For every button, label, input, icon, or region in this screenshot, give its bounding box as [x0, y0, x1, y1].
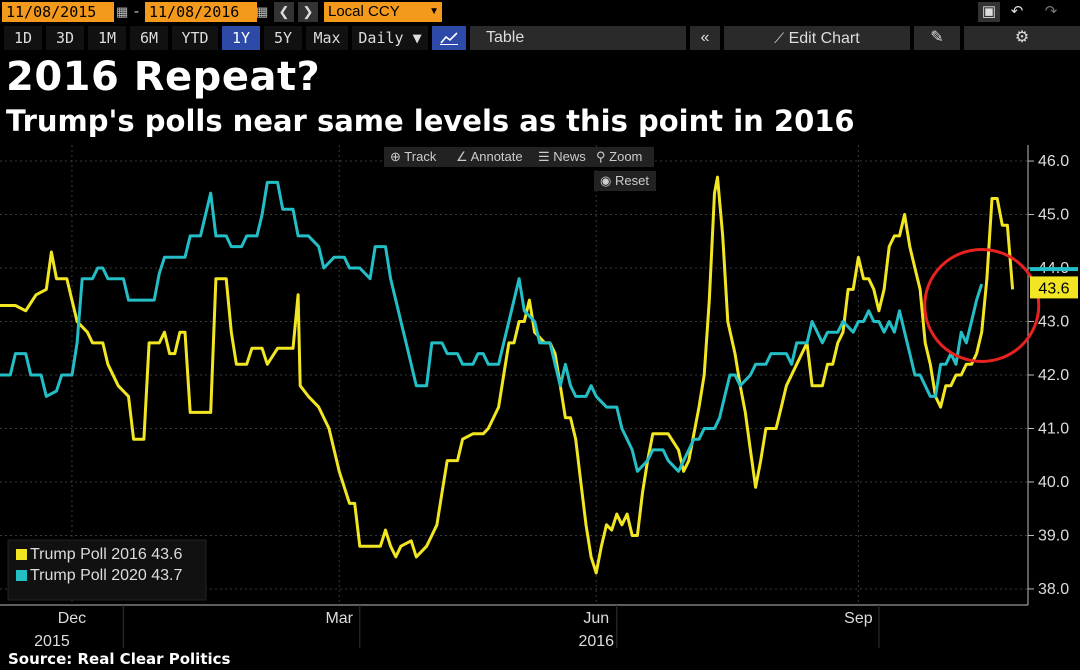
headline: 2016 Repeat? [6, 54, 321, 100]
previous-period-button[interactable]: ❮ [274, 2, 294, 22]
y-tick-label: 38.0 [1038, 581, 1069, 598]
undo-icon[interactable]: ↶ [1010, 3, 1024, 20]
next-period-button[interactable]: ❯ [298, 2, 318, 22]
table-button[interactable]: Table [470, 26, 686, 50]
y-tick-label: 45.0 [1038, 207, 1069, 224]
edit-chart-button[interactable]: ⟋ Edit Chart [724, 26, 910, 50]
annotate-icon: ∠ [456, 149, 468, 164]
zoom-tool[interactable]: ⚲ Zoom [596, 147, 642, 167]
frequency-select[interactable]: Daily ▼ [352, 26, 428, 50]
subheadline: Trump's polls near same levels as this p… [6, 104, 855, 138]
export-icon[interactable]: ▣ [978, 2, 1000, 22]
range-1d-button[interactable]: 1D [4, 26, 42, 50]
toolbar-top: 11/08/2015 ▦ - 11/08/2016 ▦ ❮ ❯ Local CC… [0, 0, 1080, 26]
collapse-chevron-icon[interactable]: « [690, 26, 720, 50]
x-tick-label: Mar [325, 610, 353, 627]
y-tick-label: 40.0 [1038, 474, 1069, 491]
range-5y-button[interactable]: 5Y [264, 26, 302, 50]
x-tick-label: Sep [844, 610, 873, 627]
y-tick-label: 42.0 [1038, 367, 1069, 384]
dropdown-arrow-icon: ▼ [429, 6, 439, 17]
crosshair-icon: ⊕ [390, 149, 401, 164]
annotate-label: Annotate [470, 149, 523, 164]
zoom-label: Zoom [609, 149, 643, 164]
source-note: Source: Real Clear Politics [8, 650, 231, 668]
reset-icon: ◉ [600, 173, 612, 188]
toolbar-ranges: 1D 3D 1M 6M YTD 1Y 5Y Max Daily ▼ Table … [0, 26, 1080, 50]
x-tick-label: Jun [583, 610, 609, 627]
range-ytd-button[interactable]: YTD [172, 26, 218, 50]
last-value-tag-2016 [1030, 276, 1078, 299]
series-line-1 [0, 175, 1015, 575]
range-1y-button[interactable]: 1Y [222, 26, 260, 50]
x-tick-sublabel: 2015 [34, 633, 70, 648]
y-tick-label: 41.0 [1038, 420, 1069, 437]
range-6m-button[interactable]: 6M [130, 26, 168, 50]
plot-area [0, 145, 1028, 605]
y-tick-label: 43.0 [1038, 314, 1069, 331]
settings-gear-icon[interactable]: ⚙ [964, 26, 1080, 50]
x-tick-label: Dec [58, 610, 86, 627]
range-1m-button[interactable]: 1M [88, 26, 126, 50]
calendar-icon[interactable]: ▦ [116, 4, 129, 19]
range-3d-button[interactable]: 3D [46, 26, 84, 50]
zoom-icon: ⚲ [596, 149, 606, 164]
news-icon: ☰ [538, 149, 550, 164]
range-max-button[interactable]: Max [306, 26, 348, 50]
y-tick-label: 46.0 [1038, 153, 1069, 170]
currency-value: Local CCY [328, 3, 400, 20]
track-label: Track [404, 149, 437, 164]
last-value-label: 43.6 [1038, 280, 1069, 297]
legend-label: Trump Poll 2016 43.6 [30, 546, 182, 563]
line-chart[interactable]: 46.045.044.043.042.041.040.039.038.0Dec2… [0, 143, 1080, 648]
end-date-field[interactable]: 11/08/2016 [145, 2, 257, 22]
line-chart-icon[interactable] [432, 26, 466, 50]
reset-label: Reset [614, 173, 649, 188]
legend-box [7, 539, 207, 601]
series-line-2 [0, 180, 984, 473]
draw-tool-icon[interactable]: ✎ [914, 26, 960, 50]
calendar-icon[interactable]: ▦ [256, 4, 269, 19]
date-separator: - [134, 3, 139, 20]
chart-tools-bar: ⊕ Track ∠ Annotate ☰ News ⚲ Zoom [384, 147, 654, 167]
edit-chart-icon: ⟋ [774, 30, 785, 46]
last-value-tag-2020 [1030, 267, 1078, 272]
news-label: News [553, 149, 586, 164]
legend-label: Trump Poll 2020 43.7 [30, 567, 182, 584]
annotate-tool[interactable]: ∠ Annotate [456, 147, 523, 167]
track-tool[interactable]: ⊕ Track [390, 147, 436, 167]
news-tool[interactable]: ☰ News [538, 147, 586, 167]
y-tick-label: 39.0 [1038, 527, 1069, 544]
currency-select[interactable]: Local CCY ▼ [324, 2, 442, 22]
highlight-circle [923, 247, 1041, 363]
x-tick-sublabel: 2016 [578, 633, 614, 648]
reset-button[interactable]: ◉ Reset [594, 171, 656, 191]
edit-chart-label: Edit Chart [788, 30, 860, 47]
redo-icon[interactable]: ↷ [1044, 3, 1058, 20]
legend-swatch [16, 549, 27, 560]
start-date-field[interactable]: 11/08/2015 [2, 2, 114, 22]
legend-swatch [16, 570, 27, 581]
